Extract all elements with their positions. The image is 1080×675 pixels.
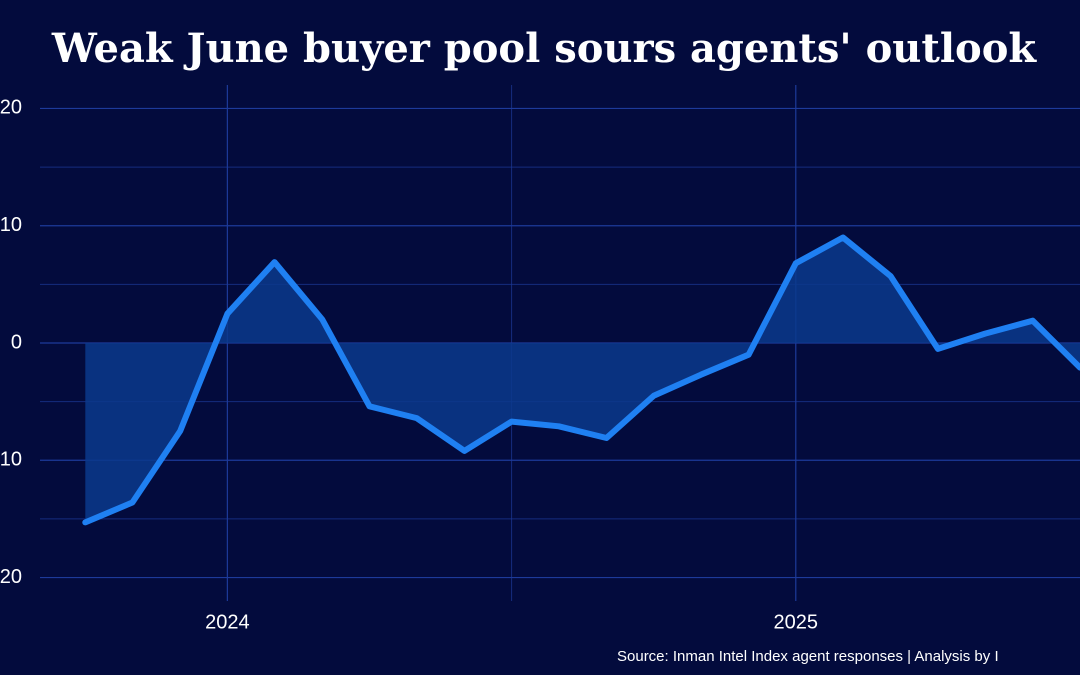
x-tick-label: 2025 [774, 611, 819, 633]
y-tick-label: -20 [0, 566, 22, 588]
x-tick-label: 2024 [205, 611, 250, 633]
area [85, 237, 1080, 523]
y-tick-label: -10 [0, 449, 22, 471]
source-note: Source: Inman Intel Index agent response… [617, 648, 999, 665]
y-tick-label: 20 [0, 97, 22, 119]
chart-title: Weak June buyer pool sours agents' outlo… [51, 25, 1038, 72]
y-tick-label: 10 [0, 214, 22, 236]
y-tick-label: 0 [11, 331, 22, 353]
line [82, 234, 1080, 526]
